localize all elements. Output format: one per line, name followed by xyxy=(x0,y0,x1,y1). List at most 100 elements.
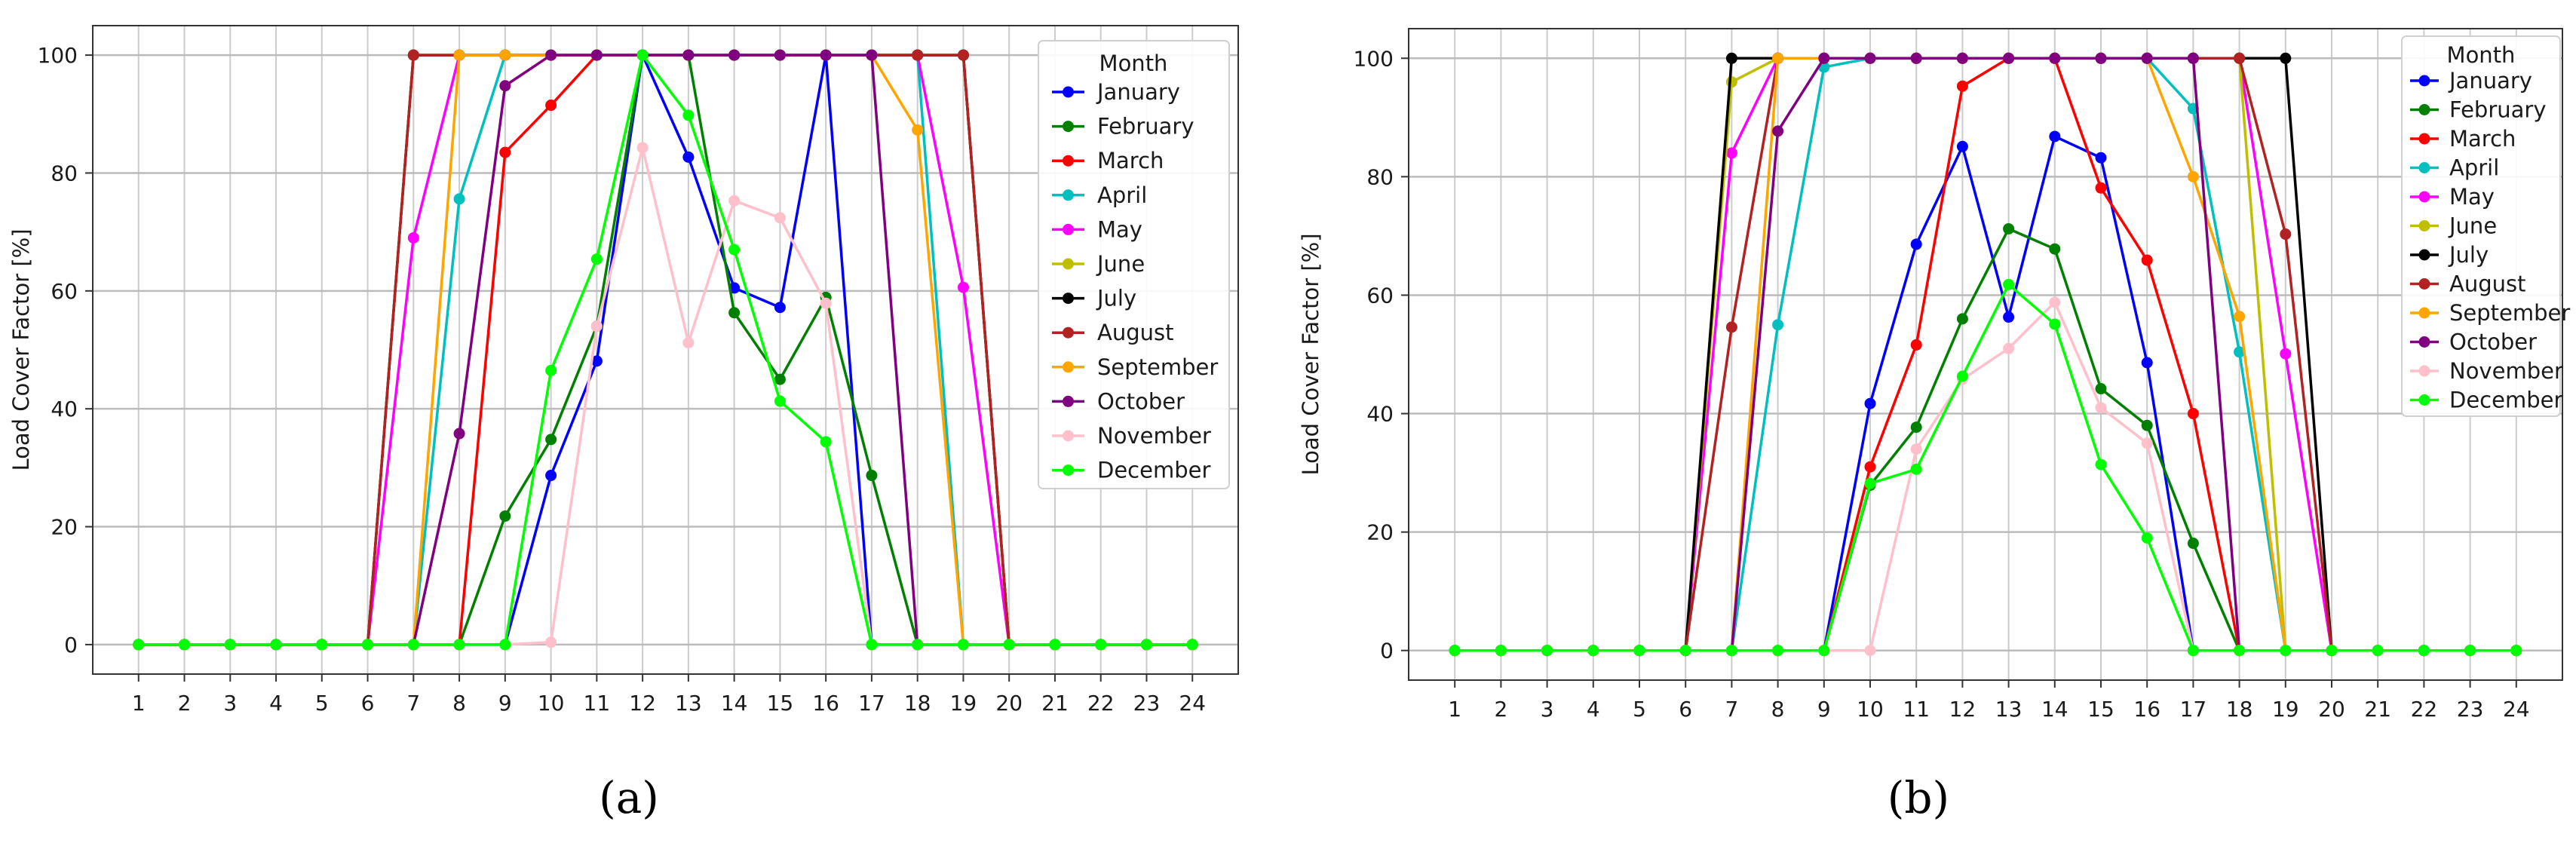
data-point-december xyxy=(1095,639,1107,651)
x-tick-label: 5 xyxy=(1633,697,1646,722)
data-point-december xyxy=(545,364,557,376)
x-tick-label: 1 xyxy=(1448,697,1461,722)
legend-swatch-marker xyxy=(1063,430,1074,442)
legend-swatch-marker xyxy=(2418,75,2430,87)
data-point-october xyxy=(774,49,786,61)
data-point-february xyxy=(1956,313,1968,325)
data-point-december xyxy=(316,639,328,651)
chart-panel-b: 1 2 3 4 5 6 7 8 9 10 11 12 13 14 15 16 17 18 19 20 21 22 23 240… xyxy=(1298,28,2570,823)
legend-item-december: December xyxy=(2410,388,2562,413)
data-point-december xyxy=(133,639,145,651)
data-point-october xyxy=(1910,52,1922,64)
data-point-august xyxy=(407,49,419,61)
data-point-december xyxy=(270,639,282,651)
x-tick-label: 20 xyxy=(2318,697,2345,722)
legend-swatch-marker xyxy=(1063,86,1074,98)
legend-label: March xyxy=(2449,126,2516,152)
x-tick-label: 2 xyxy=(1494,697,1507,722)
data-point-june xyxy=(1725,76,1737,88)
legend-label: July xyxy=(1096,286,1136,311)
legend-item-march: March xyxy=(2410,126,2516,152)
data-point-december xyxy=(2464,645,2476,657)
x-tick-label: 17 xyxy=(2180,697,2207,722)
data-point-october xyxy=(866,49,878,61)
legend-swatch-marker xyxy=(2418,336,2430,348)
data-point-december xyxy=(1587,645,1599,657)
data-point-december xyxy=(2095,458,2107,470)
legend-label: January xyxy=(1096,79,1180,105)
x-tick-label: 10 xyxy=(538,691,565,716)
x-tick-label: 24 xyxy=(2503,697,2530,722)
data-point-october xyxy=(2003,52,2015,64)
data-point-september xyxy=(2187,170,2199,182)
data-point-october xyxy=(453,428,465,440)
x-tick-label: 4 xyxy=(1587,697,1600,722)
legend-label: February xyxy=(2449,97,2547,123)
data-point-january xyxy=(2003,311,2015,323)
legend-label: January xyxy=(2448,68,2532,93)
legend-label: April xyxy=(2449,155,2499,181)
data-point-october xyxy=(2187,52,2199,64)
data-point-may xyxy=(1725,147,1737,159)
data-point-december xyxy=(2141,532,2153,544)
x-tick-label: 12 xyxy=(629,691,656,716)
legend-item-november: November xyxy=(1052,423,1211,449)
data-point-november xyxy=(2049,296,2061,308)
data-point-december xyxy=(1186,639,1198,651)
x-tick-label: 14 xyxy=(721,691,748,716)
legend-swatch-marker xyxy=(2418,365,2430,377)
legend-label: June xyxy=(1096,251,1145,277)
data-point-january xyxy=(1956,140,1968,152)
data-point-december xyxy=(728,244,741,256)
data-point-december xyxy=(1679,645,1691,657)
legend-label: May xyxy=(2449,184,2495,210)
data-point-october xyxy=(1818,52,1830,64)
y-axis-label: Load Cover Factor [%] xyxy=(1298,233,1323,475)
data-point-february xyxy=(866,470,878,482)
plot-frame xyxy=(92,25,1239,675)
y-tick-label: 80 xyxy=(1366,164,1394,189)
legend-swatch-marker xyxy=(2418,220,2430,231)
data-point-february xyxy=(2049,243,2061,255)
legend-item-july: July xyxy=(1052,286,1136,311)
data-point-november xyxy=(1910,443,1922,455)
legend-item-september: September xyxy=(2410,300,2570,326)
y-tick-label: 80 xyxy=(51,161,78,185)
legend-box xyxy=(1038,40,1230,489)
data-point-december xyxy=(1633,645,1645,657)
data-point-october xyxy=(820,49,832,61)
data-point-july xyxy=(1725,52,1737,64)
legend-item-november: November xyxy=(2410,358,2563,384)
legend-label: September xyxy=(2449,300,2570,326)
data-point-september xyxy=(1772,52,1784,64)
data-point-november xyxy=(2141,437,2153,449)
legend-item-july: July xyxy=(2410,242,2489,268)
data-point-december xyxy=(682,109,695,121)
x-tick-label: 14 xyxy=(2041,697,2068,722)
data-point-december xyxy=(499,639,511,651)
legend-item-april: April xyxy=(1052,182,1147,208)
series-line-december xyxy=(138,54,1193,646)
legend-label: February xyxy=(1097,114,1194,139)
data-point-december xyxy=(2187,645,2199,657)
y-tick-label: 40 xyxy=(51,397,78,421)
y-tick-label: 100 xyxy=(1354,46,1394,71)
x-tick-label: 23 xyxy=(2457,697,2484,722)
x-tick-label: 17 xyxy=(858,691,885,716)
legend-swatch-marker xyxy=(1063,155,1074,167)
legend-item-august: August xyxy=(1052,320,1174,345)
plot-area xyxy=(1408,28,2563,681)
panel-b-caption: (b) xyxy=(1888,772,1949,823)
data-point-december xyxy=(179,639,191,651)
x-tick-label: 19 xyxy=(2272,697,2299,722)
data-point-march xyxy=(1956,80,1968,92)
data-point-february xyxy=(2141,419,2153,431)
data-point-december xyxy=(912,639,924,651)
x-tick-label: 9 xyxy=(498,691,512,716)
data-point-december xyxy=(1818,645,1830,657)
legend-item-june: June xyxy=(1052,251,1145,277)
x-tick-label: 13 xyxy=(675,691,702,716)
legend-item-march: March xyxy=(1052,148,1164,173)
y-tick-label: 60 xyxy=(51,279,78,304)
data-point-august xyxy=(1725,321,1737,333)
